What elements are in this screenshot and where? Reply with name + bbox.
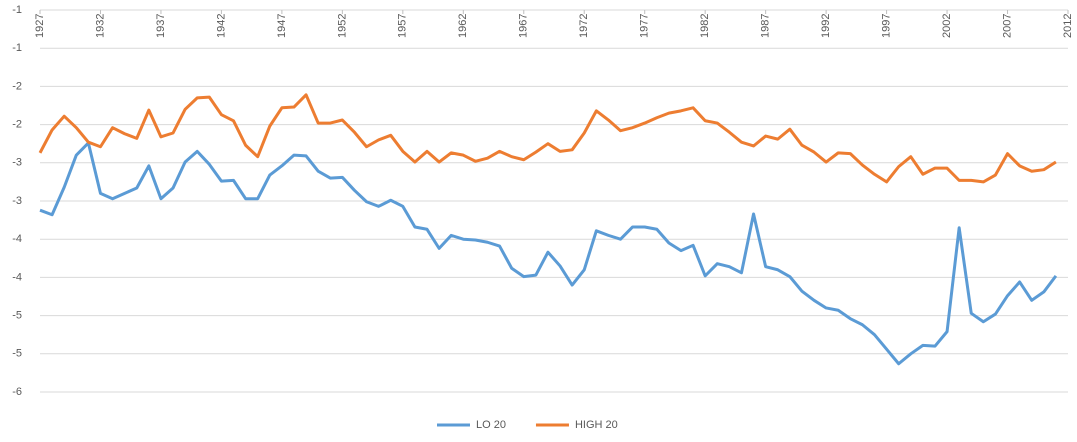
x-tick-label: 1942 <box>215 14 227 38</box>
legend-label: HIGH 20 <box>575 419 618 431</box>
y-tick-label: -1 <box>12 4 22 16</box>
y-tick-label: -6 <box>12 386 22 398</box>
x-tick-label: 1982 <box>699 14 711 38</box>
y-tick-label: -2 <box>12 80 22 92</box>
line-series <box>38 93 1057 184</box>
x-tick-label: 2012 <box>1062 14 1074 38</box>
x-tick-label: 1977 <box>639 14 651 38</box>
y-tick-label: -4 <box>12 271 22 283</box>
y-tick-label: -4 <box>12 233 22 245</box>
x-tick-label: 1962 <box>457 14 469 38</box>
legend-label: LO 20 <box>476 419 506 431</box>
x-tick-label: 2002 <box>941 14 953 38</box>
line-series <box>39 141 1058 366</box>
x-tick-label: 1997 <box>880 14 892 38</box>
x-tick-label: 1937 <box>155 14 167 38</box>
y-tick-label: -1 <box>12 42 22 54</box>
y-tick-label: -5 <box>12 348 22 360</box>
y-tick-label: -3 <box>12 195 22 207</box>
x-tick-label: 1947 <box>276 14 288 38</box>
y-tick-label: -3 <box>12 157 22 169</box>
y-tick-label: -2 <box>12 119 22 131</box>
x-tick-label: 1972 <box>578 14 590 38</box>
x-tick-label: 1967 <box>518 14 530 38</box>
x-tick-label: 1932 <box>94 14 106 38</box>
y-tick-label: -5 <box>12 310 22 322</box>
x-tick-label: 1987 <box>760 14 772 38</box>
x-tick-label: 1927 <box>34 14 46 38</box>
x-tick-label: 1952 <box>336 14 348 38</box>
x-tick-label: 1992 <box>820 14 832 38</box>
x-tick-label: 1957 <box>397 14 409 38</box>
x-tick-label: 2007 <box>1001 14 1013 38</box>
